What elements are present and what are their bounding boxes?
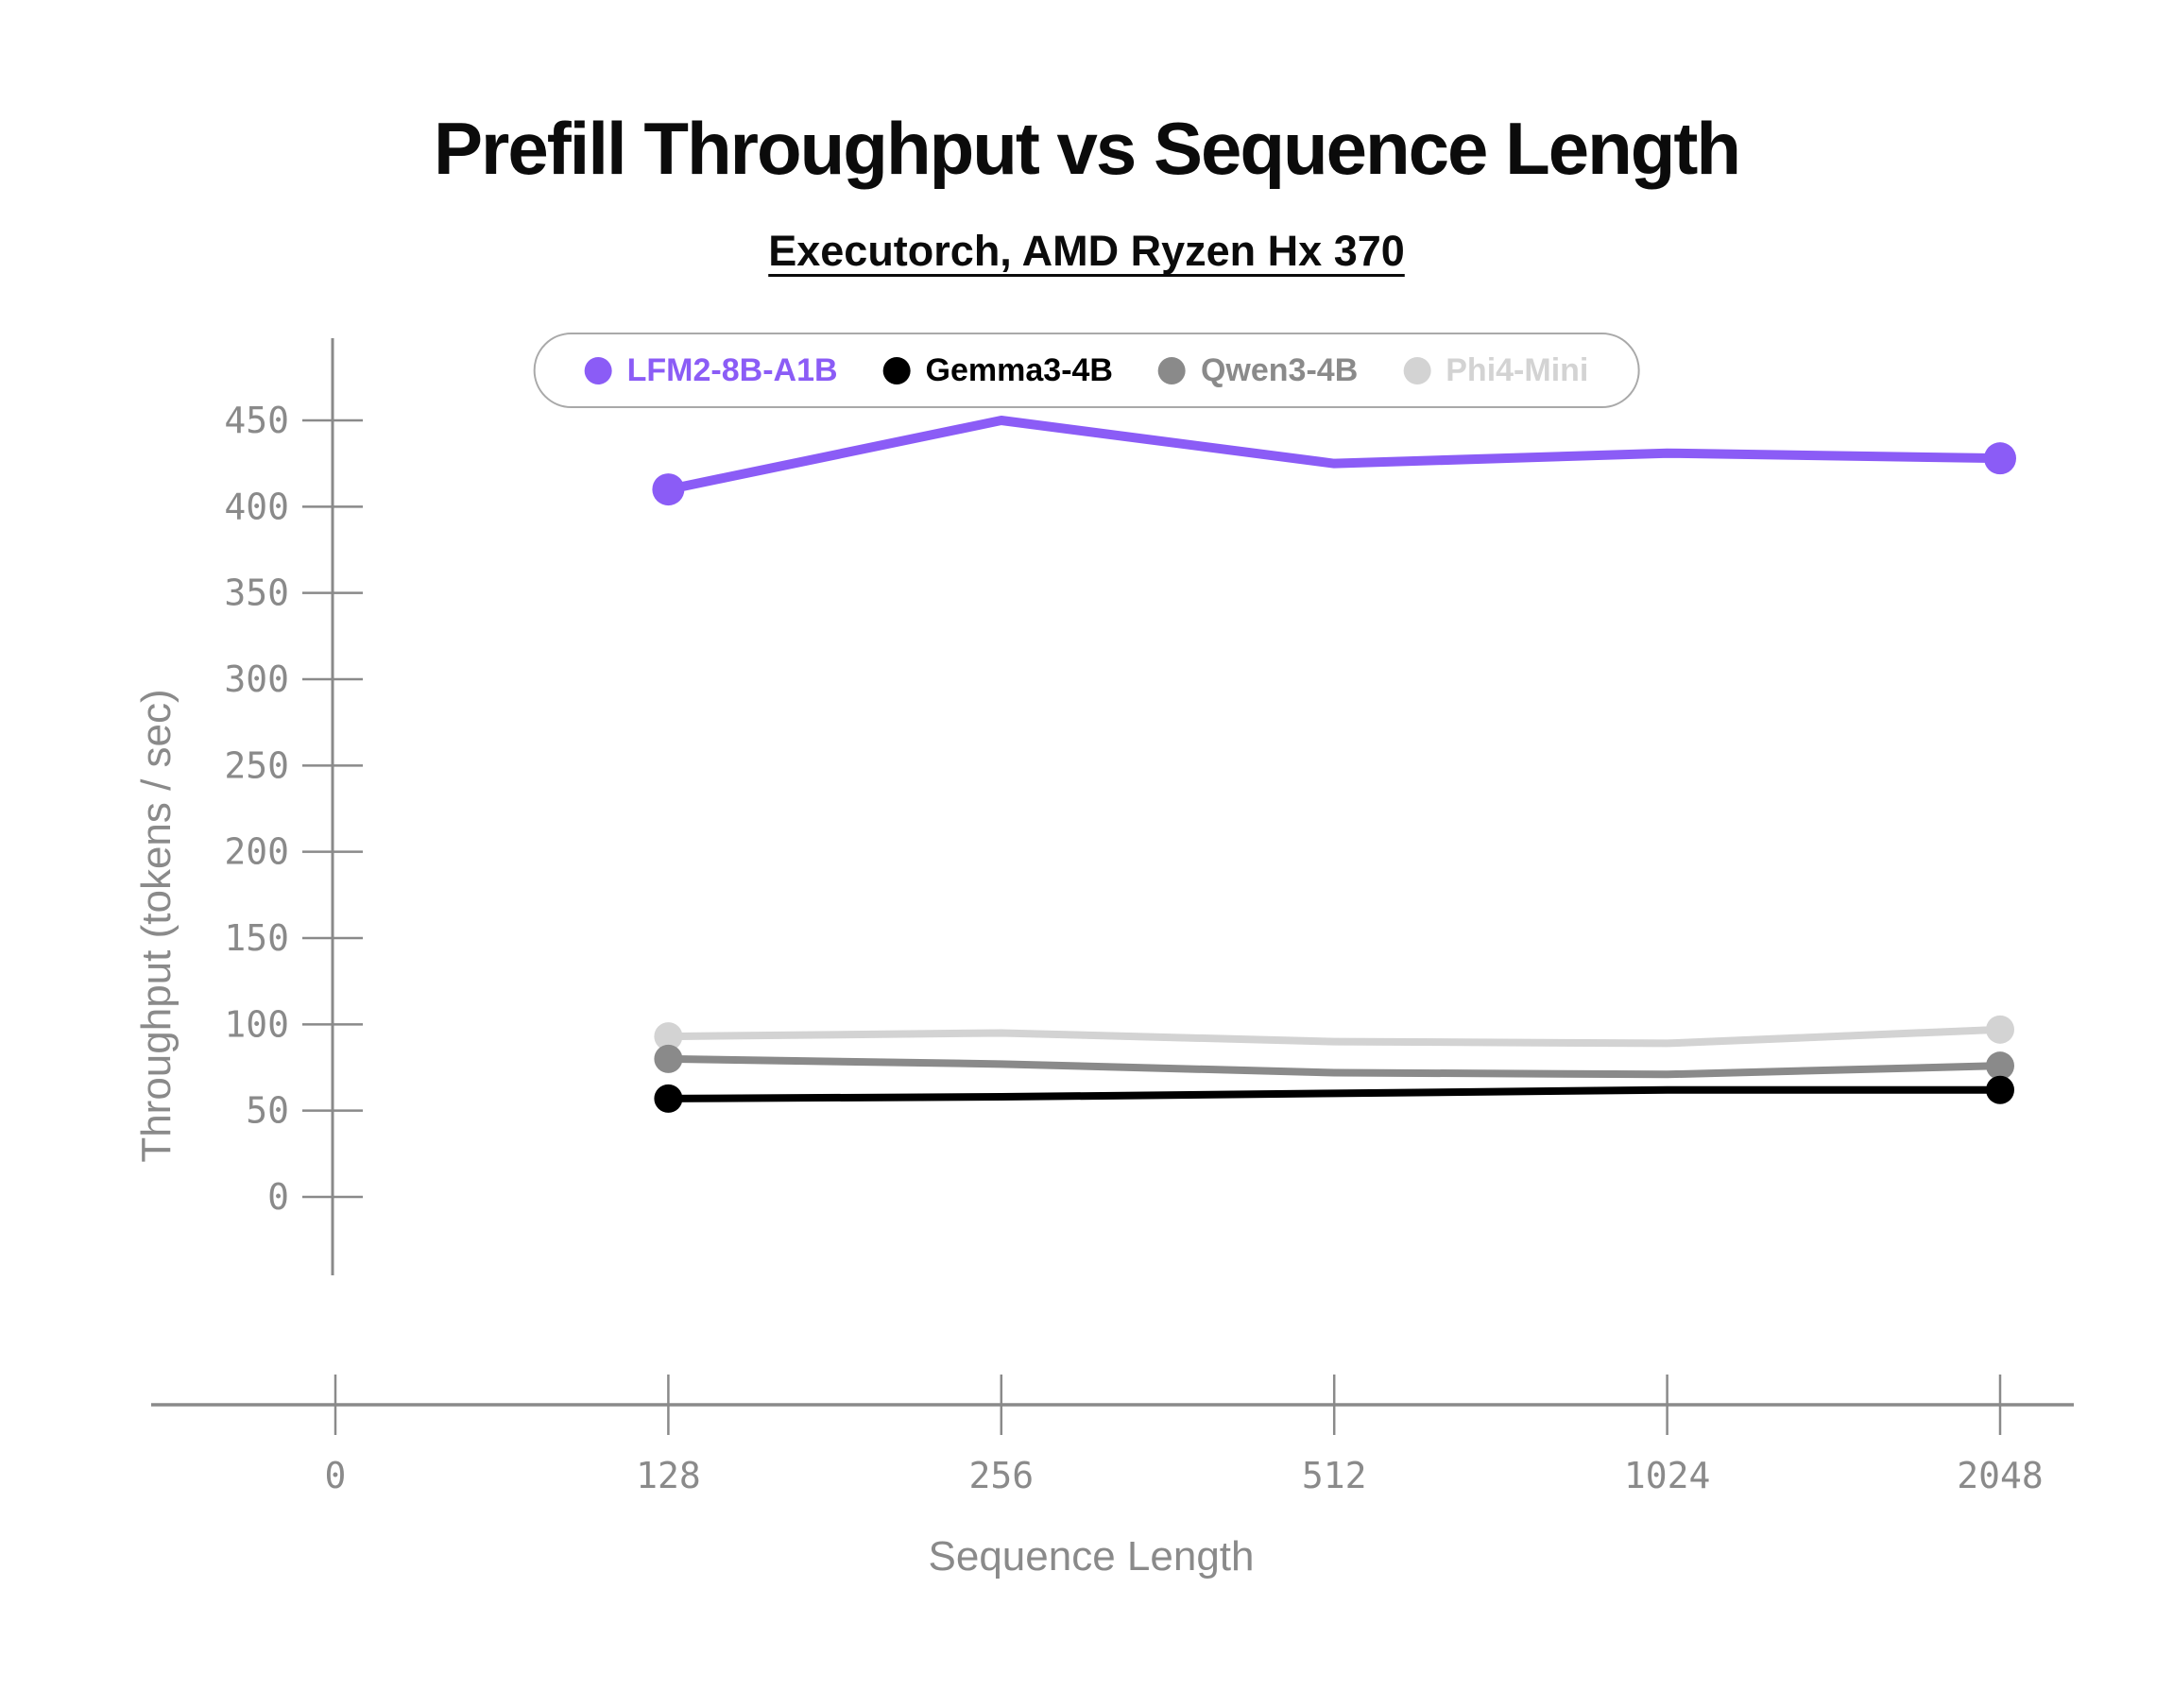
legend-item-phi4-mini[interactable]: Phi4-Mini — [1403, 352, 1588, 389]
chart-title: Prefill Throughput vs Sequence Length — [433, 107, 1741, 190]
series-point-phi4-mini[interactable] — [1986, 1015, 2014, 1044]
y-tick-label: 250 — [224, 744, 289, 786]
y-tick-label: 200 — [224, 831, 289, 873]
x-tick-label: 256 — [968, 1455, 1034, 1496]
y-tick-label: 400 — [224, 486, 289, 527]
legend-item-qwen3-4b[interactable]: Qwen3-4B — [1157, 351, 1359, 389]
y-axis-title: Throughput (tokens / sec) — [133, 689, 180, 1163]
legend-item-lfm2-8b-a1b[interactable]: LFM2-8B-A1B — [584, 351, 838, 389]
series-point-lfm2-8b-a1b[interactable] — [652, 473, 685, 506]
y-tick-label: 0 — [267, 1176, 289, 1218]
series-point-qwen3-4b[interactable] — [1986, 1051, 2014, 1081]
legend: LFM2-8B-A1B Gemma3-4B Qwen3-4B Phi4-Mini — [533, 333, 1640, 408]
chart-subtitle: Executorch, AMD Ryzen Hx 370 — [768, 227, 1405, 275]
y-tick-label: 50 — [246, 1090, 289, 1132]
series-point-lfm2-8b-a1b[interactable] — [1984, 442, 2016, 475]
y-tick-label: 350 — [224, 572, 289, 614]
legend-swatch-lfm2-icon — [584, 356, 612, 384]
series-point-gemma3-4b[interactable] — [654, 1084, 683, 1113]
y-tick-label: 150 — [224, 917, 289, 959]
x-tick-label: 1024 — [1624, 1455, 1711, 1496]
x-tick-label: 2048 — [1957, 1455, 2044, 1496]
x-axis-title: Sequence Length — [928, 1533, 1255, 1580]
legend-swatch-qwen3-icon — [1157, 356, 1186, 384]
series-line-phi4-mini[interactable] — [664, 1025, 2004, 1048]
legend-label: Qwen3-4B — [1200, 351, 1359, 388]
x-tick-label: 0 — [325, 1455, 347, 1496]
series-point-qwen3-4b[interactable] — [654, 1044, 683, 1073]
legend-label: LFM2-8B-A1B — [626, 351, 838, 388]
y-tick-label: 300 — [224, 658, 289, 700]
legend-label: Phi4-Mini — [1446, 351, 1589, 388]
series-line-lfm2-8b-a1b[interactable] — [663, 416, 2005, 495]
x-tick-label: 128 — [636, 1455, 701, 1496]
legend-label: Gemma3-4B — [925, 351, 1113, 388]
series-point-phi4-mini[interactable] — [654, 1022, 683, 1051]
series-line-gemma3-4b[interactable] — [664, 1085, 2004, 1102]
series-line-qwen3-4b[interactable] — [664, 1054, 2004, 1079]
legend-item-gemma3-4b[interactable]: Gemma3-4B — [882, 351, 1113, 389]
y-tick-label: 100 — [224, 1003, 289, 1045]
series-point-gemma3-4b[interactable] — [1986, 1075, 2014, 1104]
legend-swatch-gemma3-icon — [882, 356, 911, 384]
y-tick-label: 450 — [224, 400, 289, 441]
x-tick-label: 512 — [1302, 1455, 1367, 1496]
legend-swatch-phi4-icon — [1403, 356, 1431, 384]
